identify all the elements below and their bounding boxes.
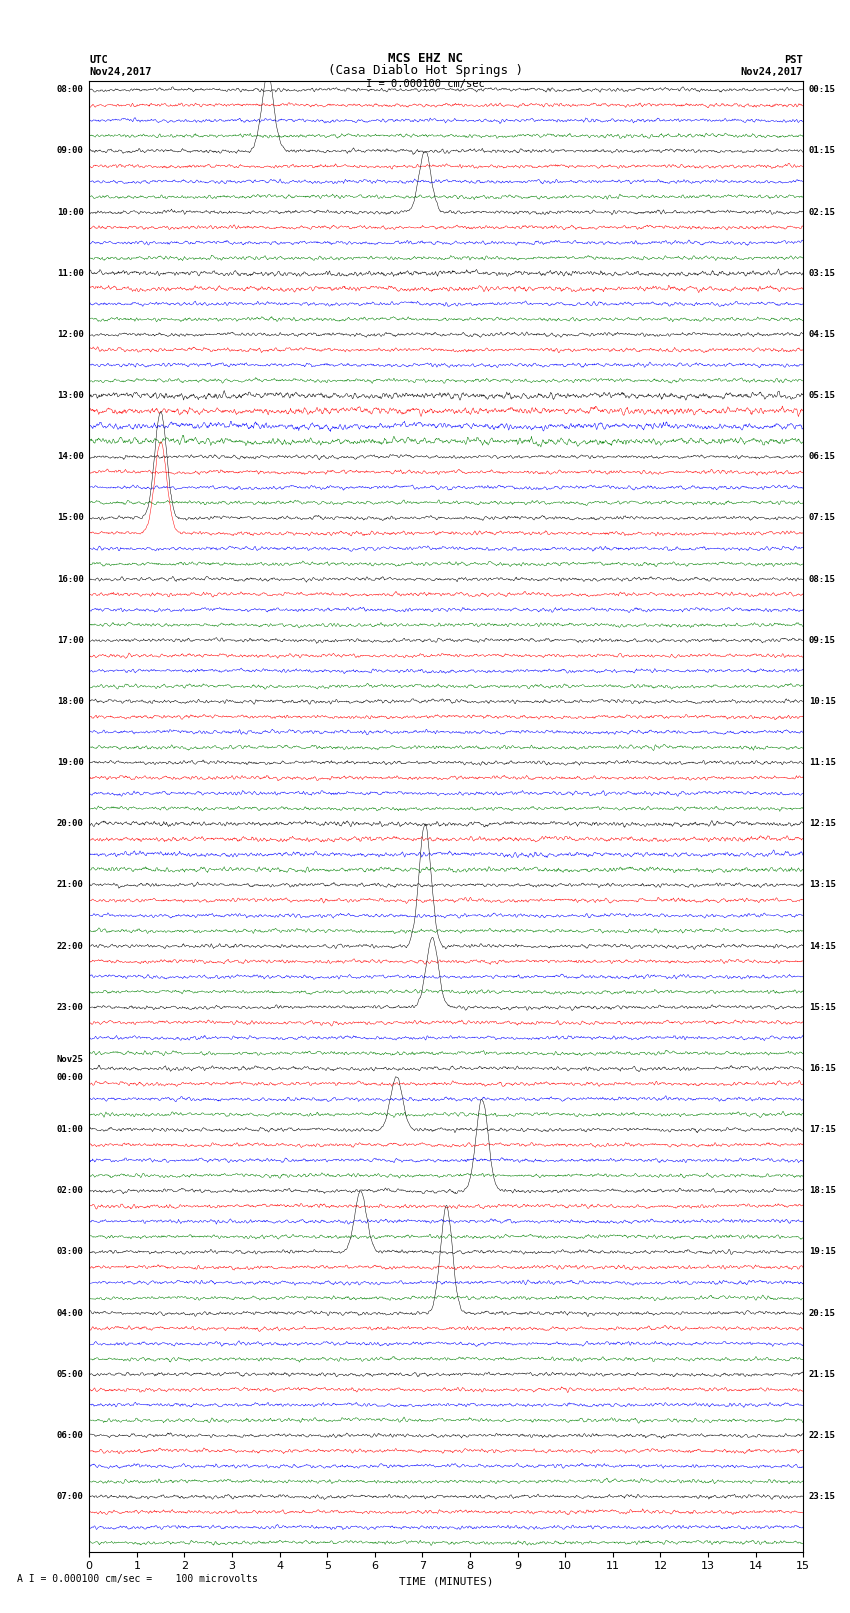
Text: 13:15: 13:15 xyxy=(809,881,836,889)
Text: UTC: UTC xyxy=(89,55,108,65)
Text: 14:15: 14:15 xyxy=(809,942,836,950)
Text: 05:15: 05:15 xyxy=(809,392,836,400)
Text: 22:15: 22:15 xyxy=(809,1431,836,1440)
Text: 11:00: 11:00 xyxy=(57,269,83,277)
Text: PST: PST xyxy=(785,55,803,65)
Text: 11:15: 11:15 xyxy=(809,758,836,768)
Text: MCS EHZ NC: MCS EHZ NC xyxy=(388,52,462,65)
Text: 16:00: 16:00 xyxy=(57,574,83,584)
Text: 07:15: 07:15 xyxy=(809,513,836,523)
Text: 17:15: 17:15 xyxy=(809,1126,836,1134)
X-axis label: TIME (MINUTES): TIME (MINUTES) xyxy=(399,1578,494,1587)
Text: 10:00: 10:00 xyxy=(57,208,83,216)
Text: 13:00: 13:00 xyxy=(57,392,83,400)
Text: I = 0.000100 cm/sec: I = 0.000100 cm/sec xyxy=(366,79,484,89)
Text: 02:00: 02:00 xyxy=(57,1186,83,1195)
Text: 19:15: 19:15 xyxy=(809,1247,836,1257)
Text: 08:00: 08:00 xyxy=(57,85,83,94)
Text: 16:15: 16:15 xyxy=(809,1065,836,1073)
Text: 00:15: 00:15 xyxy=(809,85,836,94)
Text: 04:00: 04:00 xyxy=(57,1308,83,1318)
Text: 09:15: 09:15 xyxy=(809,636,836,645)
Text: 01:15: 01:15 xyxy=(809,147,836,155)
Text: 17:00: 17:00 xyxy=(57,636,83,645)
Text: Nov24,2017: Nov24,2017 xyxy=(740,68,803,77)
Text: (Casa Diablo Hot Springs ): (Casa Diablo Hot Springs ) xyxy=(327,65,523,77)
Text: 05:00: 05:00 xyxy=(57,1369,83,1379)
Text: 12:00: 12:00 xyxy=(57,331,83,339)
Text: 18:00: 18:00 xyxy=(57,697,83,706)
Text: 22:00: 22:00 xyxy=(57,942,83,950)
Text: 00:00: 00:00 xyxy=(57,1073,83,1082)
Text: 01:00: 01:00 xyxy=(57,1126,83,1134)
Text: 12:15: 12:15 xyxy=(809,819,836,829)
Text: 07:00: 07:00 xyxy=(57,1492,83,1502)
Text: 15:15: 15:15 xyxy=(809,1003,836,1011)
Text: 21:00: 21:00 xyxy=(57,881,83,889)
Text: 08:15: 08:15 xyxy=(809,574,836,584)
Text: 14:00: 14:00 xyxy=(57,452,83,461)
Text: A I = 0.000100 cm/sec =    100 microvolts: A I = 0.000100 cm/sec = 100 microvolts xyxy=(17,1574,258,1584)
Text: 21:15: 21:15 xyxy=(809,1369,836,1379)
Text: 15:00: 15:00 xyxy=(57,513,83,523)
Text: 19:00: 19:00 xyxy=(57,758,83,768)
Text: 10:15: 10:15 xyxy=(809,697,836,706)
Text: 09:00: 09:00 xyxy=(57,147,83,155)
Text: Nov25: Nov25 xyxy=(57,1055,83,1065)
Text: 03:15: 03:15 xyxy=(809,269,836,277)
Text: 20:00: 20:00 xyxy=(57,819,83,829)
Text: 04:15: 04:15 xyxy=(809,331,836,339)
Text: Nov24,2017: Nov24,2017 xyxy=(89,68,152,77)
Text: 20:15: 20:15 xyxy=(809,1308,836,1318)
Text: 02:15: 02:15 xyxy=(809,208,836,216)
Text: 23:15: 23:15 xyxy=(809,1492,836,1502)
Text: 18:15: 18:15 xyxy=(809,1186,836,1195)
Text: 03:00: 03:00 xyxy=(57,1247,83,1257)
Text: 06:00: 06:00 xyxy=(57,1431,83,1440)
Text: 23:00: 23:00 xyxy=(57,1003,83,1011)
Text: 06:15: 06:15 xyxy=(809,452,836,461)
